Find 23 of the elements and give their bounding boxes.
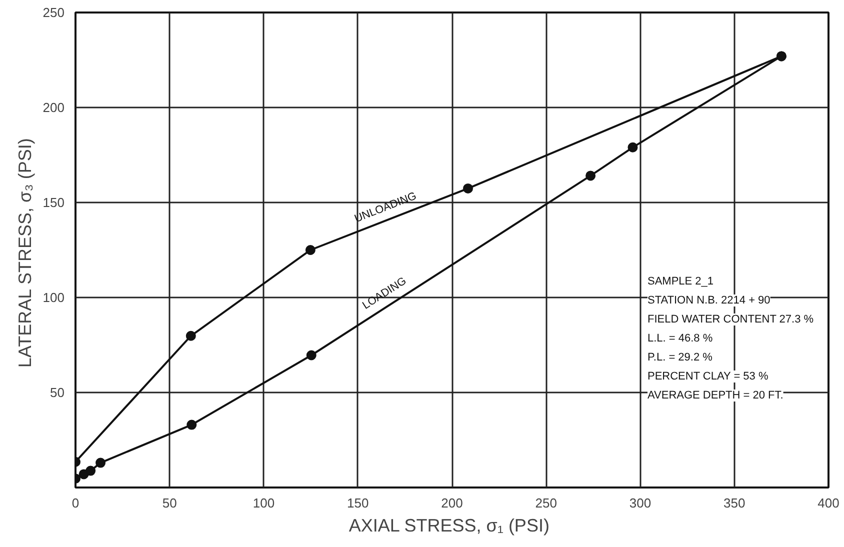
y-tick-label: 200 — [42, 100, 65, 115]
y-tick-label: 100 — [42, 290, 65, 305]
annotation: PERCENT CLAY = 53 % — [648, 370, 768, 382]
annotation: P.L. = 29.2 % — [648, 352, 713, 364]
y-tick-label: 250 — [42, 5, 65, 20]
x-tick-label: 300 — [629, 496, 652, 510]
x-tick-label: 150 — [347, 496, 369, 510]
annotation: AVERAGE DEPTH = 20 FT. — [648, 390, 784, 402]
x-tick-label: 100 — [252, 496, 275, 510]
x-tick-label: 250 — [535, 496, 557, 510]
y-tick-label: 150 — [42, 195, 65, 210]
annotation: STATION N.B. 2214 + 90 — [648, 294, 770, 306]
x-tick-label: 200 — [441, 496, 463, 510]
x-axis-title: AXIAL STRESS, σ₁ (PSI) — [348, 516, 550, 536]
x-tick-label: 400 — [818, 496, 840, 510]
annotation: SAMPLE 2_1 — [648, 276, 714, 288]
annotation: FIELD WATER CONTENT 27.3 % — [648, 314, 814, 326]
x-tick-label: 50 — [162, 496, 177, 510]
y-axis-title: LATERAL STRESS, σ₃ (PSI) — [14, 138, 35, 368]
x-tick-label: 0 — [72, 496, 80, 510]
y-tick-label: 50 — [50, 385, 65, 400]
annotation: L.L. = 46.8 % — [648, 332, 713, 344]
x-tick-label: 350 — [724, 496, 746, 510]
